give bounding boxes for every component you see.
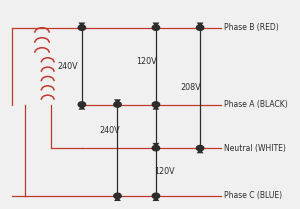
Circle shape [152, 25, 160, 30]
Polygon shape [152, 23, 159, 28]
Text: 240V: 240V [99, 126, 120, 135]
Circle shape [152, 193, 160, 199]
Polygon shape [152, 143, 159, 148]
Circle shape [78, 102, 85, 107]
Polygon shape [114, 196, 121, 201]
Text: Phase C (BLUE): Phase C (BLUE) [224, 191, 282, 200]
Polygon shape [114, 99, 121, 104]
Circle shape [196, 145, 204, 151]
Text: 120V: 120V [136, 57, 157, 66]
Circle shape [114, 102, 121, 107]
Polygon shape [152, 104, 159, 110]
Polygon shape [79, 23, 85, 28]
Text: Phase A (BLACK): Phase A (BLACK) [224, 100, 288, 109]
Polygon shape [152, 196, 159, 201]
Circle shape [152, 145, 160, 151]
Text: 120V: 120V [154, 167, 175, 176]
Circle shape [196, 25, 204, 30]
Text: Phase B (RED): Phase B (RED) [224, 23, 279, 32]
Circle shape [114, 193, 121, 199]
Polygon shape [197, 23, 203, 28]
Polygon shape [197, 148, 203, 153]
Text: 208V: 208V [180, 83, 201, 92]
Circle shape [152, 102, 160, 107]
Circle shape [78, 25, 85, 30]
Text: 240V: 240V [58, 62, 78, 71]
Text: Neutral (WHITE): Neutral (WHITE) [224, 144, 286, 153]
Polygon shape [79, 104, 85, 110]
